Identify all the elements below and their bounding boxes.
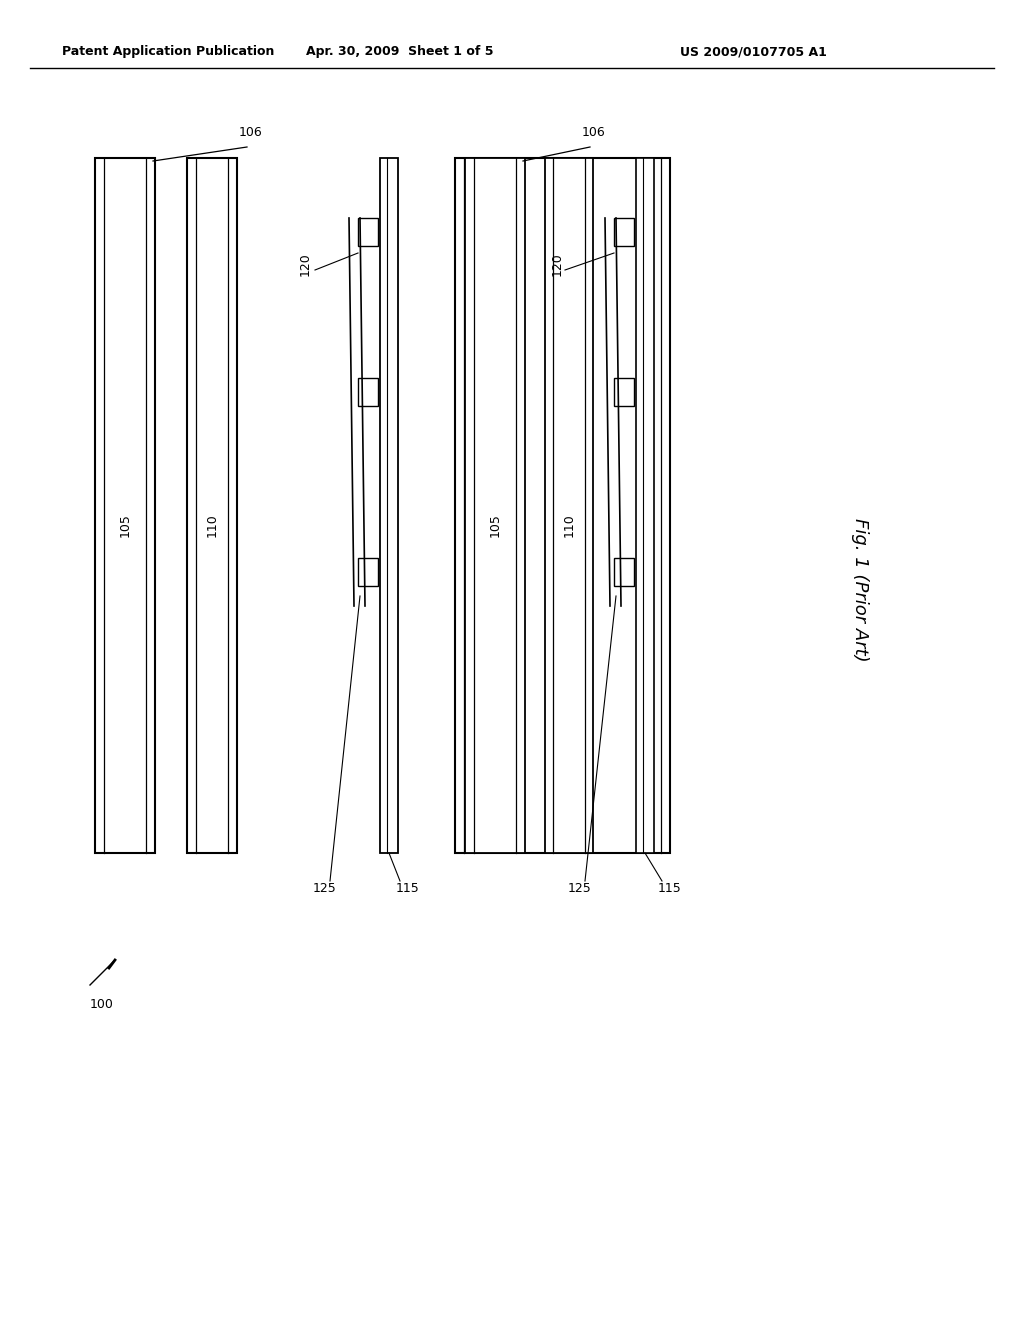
Text: 120: 120 xyxy=(551,252,563,276)
Bar xyxy=(358,378,378,407)
Text: 105: 105 xyxy=(488,513,502,537)
Bar xyxy=(380,158,398,853)
Text: 105: 105 xyxy=(119,513,131,537)
Bar xyxy=(358,218,378,246)
Text: US 2009/0107705 A1: US 2009/0107705 A1 xyxy=(680,45,826,58)
Bar xyxy=(614,558,634,586)
Bar xyxy=(636,158,654,853)
Bar xyxy=(614,218,634,246)
Text: 110: 110 xyxy=(206,513,218,537)
Text: 110: 110 xyxy=(562,513,575,537)
Bar xyxy=(455,158,670,853)
Bar xyxy=(95,158,155,853)
Text: 120: 120 xyxy=(299,252,311,276)
Text: 100: 100 xyxy=(90,998,114,1011)
Bar xyxy=(614,378,634,407)
Bar xyxy=(358,558,378,586)
Bar xyxy=(187,158,237,853)
Text: 106: 106 xyxy=(240,127,263,140)
Text: 115: 115 xyxy=(396,883,420,895)
Text: 125: 125 xyxy=(568,883,592,895)
Bar xyxy=(465,158,525,853)
Text: Apr. 30, 2009  Sheet 1 of 5: Apr. 30, 2009 Sheet 1 of 5 xyxy=(306,45,494,58)
Text: 115: 115 xyxy=(658,883,682,895)
Text: 106: 106 xyxy=(582,127,606,140)
Text: Patent Application Publication: Patent Application Publication xyxy=(62,45,274,58)
Bar xyxy=(545,158,593,853)
Text: Fig. 1 (Prior Art): Fig. 1 (Prior Art) xyxy=(851,519,869,661)
Text: 125: 125 xyxy=(313,883,337,895)
